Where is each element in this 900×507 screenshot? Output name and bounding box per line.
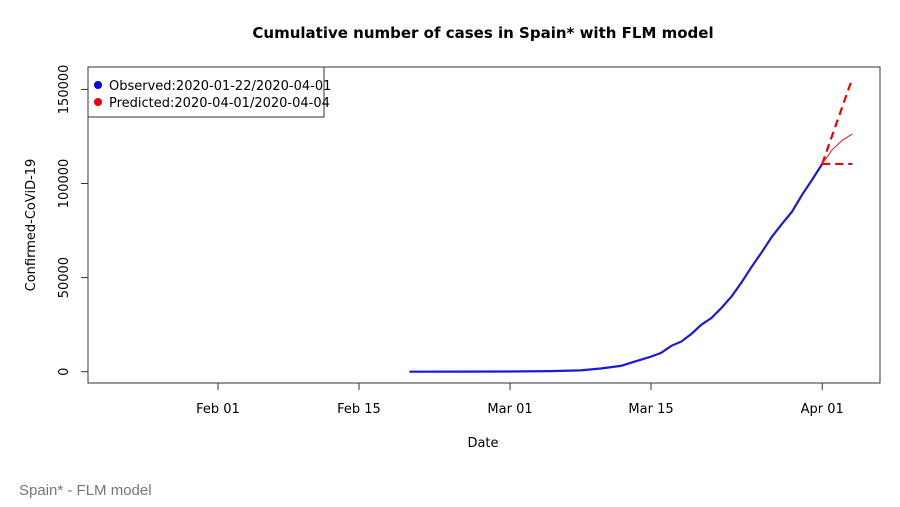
x-tick-label: Mar 15 xyxy=(628,402,673,417)
x-tick-label: Feb 01 xyxy=(196,402,240,417)
y-tick-label: 50000 xyxy=(57,257,72,298)
y-tick-label: 150000 xyxy=(57,65,72,115)
legend-observed-label: Observed:2020-01-22/2020-04-01 xyxy=(109,79,331,94)
x-tick-label: Mar 01 xyxy=(487,402,532,417)
x-axis-label: Date xyxy=(467,436,498,451)
predicted-series-line-0 xyxy=(821,77,854,165)
legend-predicted-label: Predicted:2020-04-01/2020-04-04 xyxy=(109,96,330,111)
y-tick-label: 100000 xyxy=(57,159,72,209)
legend-predicted-marker xyxy=(94,98,102,106)
observed-series-line xyxy=(409,163,824,373)
footer-caption: Spain* - FLM model xyxy=(19,482,152,499)
predicted-series-line-1 xyxy=(821,133,853,165)
x-tick-label: Apr 01 xyxy=(801,402,844,417)
plot-frame xyxy=(87,66,881,384)
x-tick-label: Feb 15 xyxy=(337,402,381,417)
chart-title: Cumulative number of cases in Spain* wit… xyxy=(252,24,713,42)
y-tick-label: 0 xyxy=(57,368,72,376)
legend-observed-marker xyxy=(94,81,102,89)
legend-box xyxy=(87,66,325,118)
y-axis-label: Confirmed-CoViD-19 xyxy=(24,159,39,292)
